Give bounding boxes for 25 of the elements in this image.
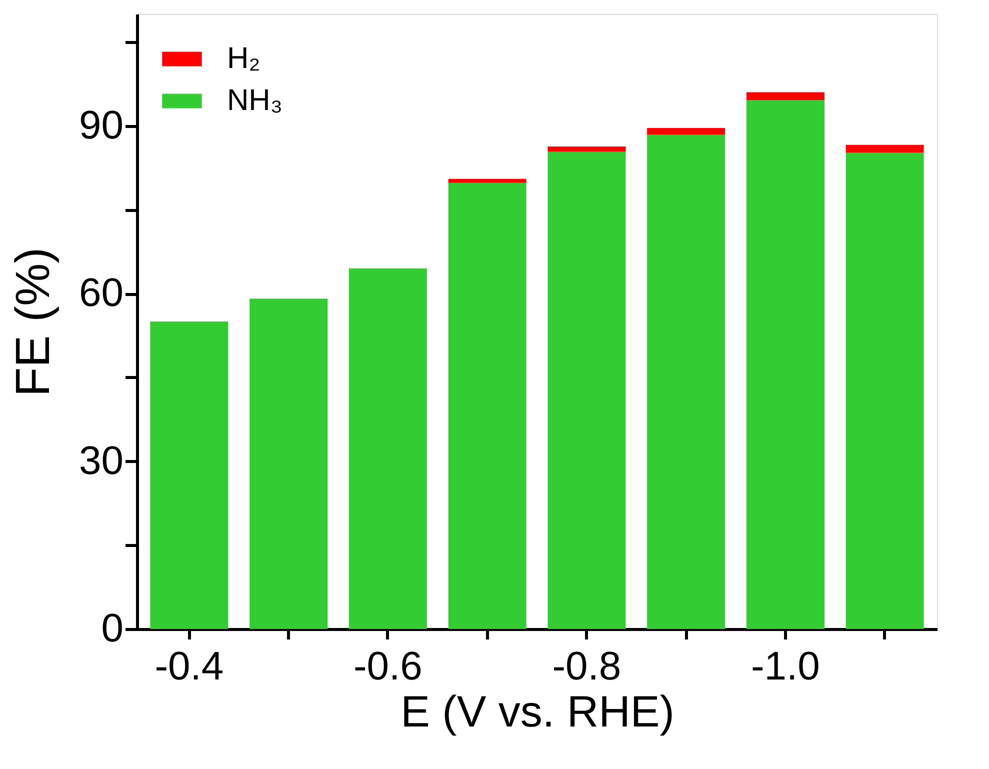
x-tick-label: -0.4 — [154, 644, 224, 688]
y-tick-label: 90 — [79, 103, 124, 148]
y-tick-label: 30 — [79, 438, 124, 483]
x-tick-label: -0.6 — [353, 644, 422, 688]
bar — [647, 128, 726, 135]
y-axis-title: FE (%) — [7, 247, 60, 397]
bar — [548, 146, 626, 152]
bar — [647, 134, 726, 629]
legend-label: H₂ — [227, 42, 260, 75]
bar — [846, 152, 924, 629]
bar — [548, 152, 626, 629]
bar — [150, 322, 228, 629]
bar — [846, 144, 924, 153]
bar — [348, 268, 427, 629]
bar — [746, 92, 824, 100]
bar — [448, 182, 526, 629]
legend-label: NH₃ — [227, 84, 283, 117]
bar — [250, 298, 328, 629]
y-tick-label: 60 — [79, 271, 124, 316]
x-tick-label: -0.8 — [552, 644, 622, 688]
y-tick-label: 0 — [101, 606, 124, 650]
x-tick-label: -1.0 — [750, 644, 820, 688]
x-axis-title: E (V vs. RHE) — [400, 688, 674, 736]
bar — [448, 178, 526, 183]
bar — [746, 100, 824, 629]
